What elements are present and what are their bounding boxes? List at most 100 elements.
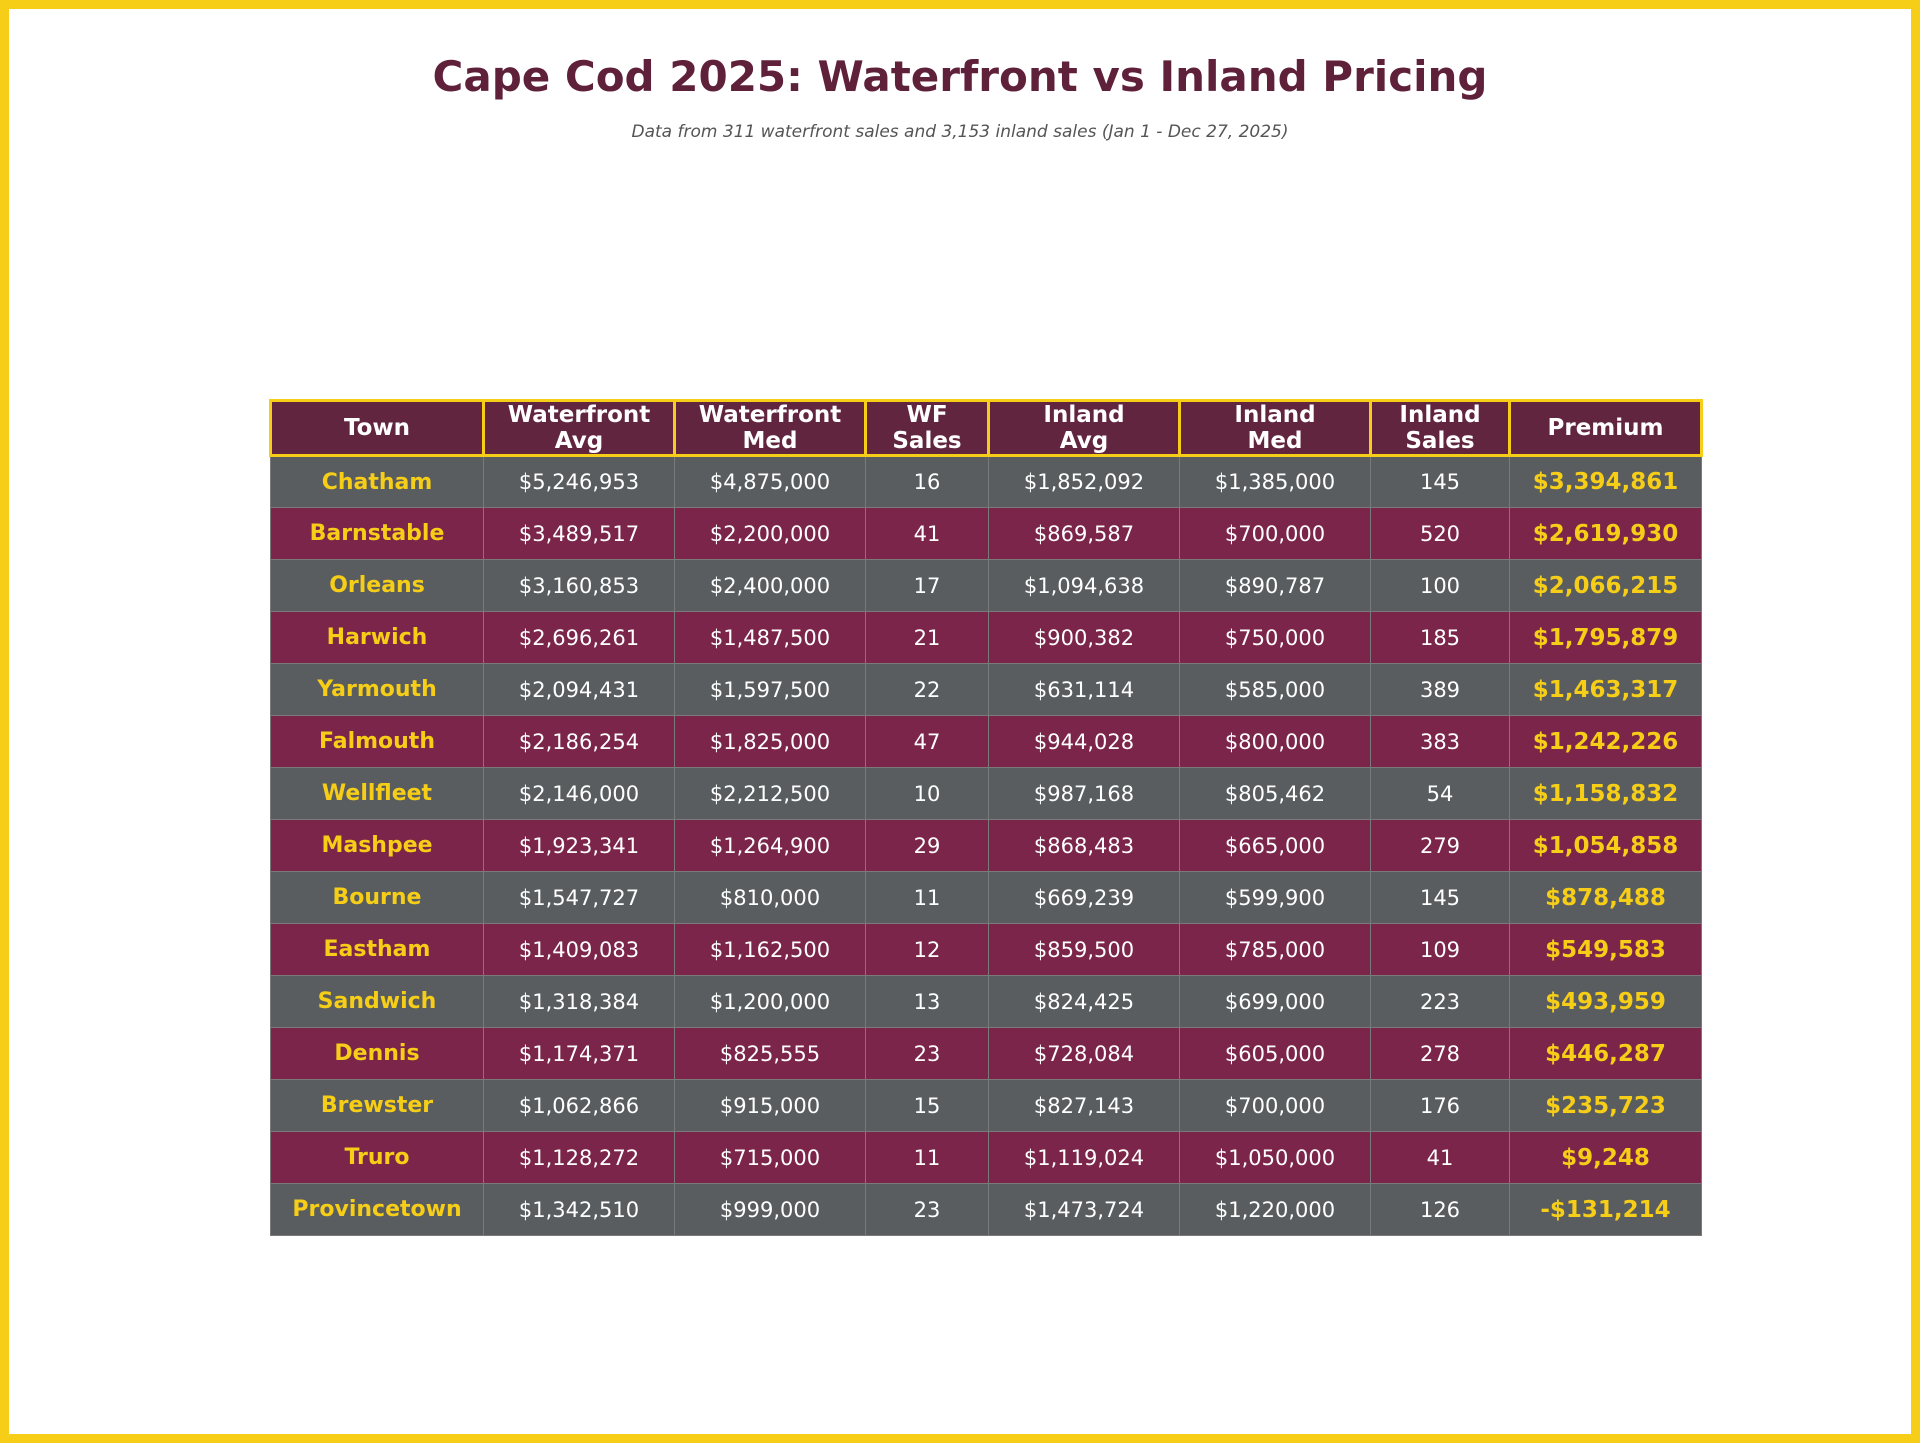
table-row: Provincetown $1,342,510 $999,000 23 $1,473,7… [270,1183,1702,1236]
cell-wf-sales: 23 [865,1027,989,1080]
cell-premium: $235,723 [1509,1079,1702,1132]
column-header-line: Town [343,415,411,441]
cell-inland-avg: $859,500 [988,923,1180,976]
cell-inland-med: $785,000 [1179,923,1371,976]
cell-waterfront-avg: $2,094,431 [483,663,675,716]
cell-waterfront-avg: $1,062,866 [483,1079,675,1132]
column-header-line: Inland [1399,402,1481,428]
table-row: Sandwich $1,318,384 $1,200,000 13 $824,425 $6… [270,975,1702,1028]
cell-waterfront-avg: $3,489,517 [483,507,675,560]
chart-title: Cape Cod 2025: Waterfront vs Inland Pric… [432,52,1488,101]
cell-waterfront-med: $1,162,500 [674,923,866,976]
cell-inland-sales: 278 [1370,1027,1510,1080]
table-row: Barnstable $3,489,517 $2,200,000 41 $869,587… [270,507,1702,560]
table-row: Truro $1,128,272 $715,000 11 $1,119,024 $1,05… [270,1131,1702,1184]
cell-waterfront-med: $2,200,000 [674,507,866,560]
chart-subtitle: Data from 311 waterfront sales and 3,153… [631,122,1289,142]
cell-wf-sales: 22 [865,663,989,716]
cell-town: Orleans [270,559,484,612]
column-header-line: WF [906,402,948,428]
cell-inland-med: $800,000 [1179,715,1371,768]
cell-inland-avg: $824,425 [988,975,1180,1028]
table-row: Orleans $3,160,853 $2,400,000 17 $1,094,638 $… [270,559,1702,612]
cell-inland-avg: $728,084 [988,1027,1180,1080]
cell-waterfront-avg: $2,186,254 [483,715,675,768]
cell-premium: $1,795,879 [1509,611,1702,664]
cell-waterfront-med: $1,597,500 [674,663,866,716]
cell-inland-avg: $631,114 [988,663,1180,716]
cell-premium: $2,066,215 [1509,559,1702,612]
cell-inland-avg: $987,168 [988,767,1180,820]
cell-premium: $1,242,226 [1509,715,1702,768]
cell-waterfront-med: $1,487,500 [674,611,866,664]
cell-inland-med: $585,000 [1179,663,1371,716]
cell-town: Sandwich [270,975,484,1028]
table-body: Chatham $5,246,953 $4,875,000 16 $1,852,092 $… [270,455,1702,1236]
cell-wf-sales: 12 [865,923,989,976]
cell-waterfront-med: $1,264,900 [674,819,866,872]
cell-waterfront-med: $825,555 [674,1027,866,1080]
cell-inland-med: $890,787 [1179,559,1371,612]
cell-waterfront-avg: $3,160,853 [483,559,675,612]
cell-waterfront-med: $2,400,000 [674,559,866,612]
cell-inland-avg: $827,143 [988,1079,1180,1132]
cell-inland-sales: 185 [1370,611,1510,664]
column-header-line: Sales [1405,428,1475,454]
column-header-line: Med [1247,428,1303,454]
cell-premium: $9,248 [1509,1131,1702,1184]
cell-inland-sales: 100 [1370,559,1510,612]
cell-waterfront-avg: $1,174,371 [483,1027,675,1080]
cell-inland-avg: $944,028 [988,715,1180,768]
table-row: Yarmouth $2,094,431 $1,597,500 22 $631,114 $5… [270,663,1702,716]
cell-premium: $2,619,930 [1509,507,1702,560]
cell-inland-avg: $1,119,024 [988,1131,1180,1184]
column-header-line: Waterfront [698,402,842,428]
cell-town: Falmouth [270,715,484,768]
cell-inland-avg: $1,473,724 [988,1183,1180,1236]
column-header-line: Sales [892,428,962,454]
pricing-table: Town Waterfront Avg Waterfront Med WF Sales Inl… [269,399,1703,1236]
table-row: Brewster $1,062,866 $915,000 15 $827,143 $700… [270,1079,1702,1132]
cell-inland-sales: 145 [1370,455,1510,508]
table-row: Falmouth $2,186,254 $1,825,000 47 $944,028 $8… [270,715,1702,768]
cell-town: Barnstable [270,507,484,560]
cell-waterfront-med: $2,212,500 [674,767,866,820]
cell-premium: $1,158,832 [1509,767,1702,820]
cell-waterfront-avg: $1,318,384 [483,975,675,1028]
cell-wf-sales: 11 [865,871,989,924]
cell-inland-med: $1,385,000 [1179,455,1371,508]
cell-wf-sales: 29 [865,819,989,872]
column-header-inland-sales: Inland Sales [1369,399,1511,457]
cell-inland-med: $700,000 [1179,507,1371,560]
column-header-line: Inland [1234,402,1316,428]
column-header-waterfront-avg: Waterfront Avg [482,399,676,457]
cell-inland-sales: 176 [1370,1079,1510,1132]
cell-inland-avg: $669,239 [988,871,1180,924]
cell-waterfront-avg: $1,128,272 [483,1131,675,1184]
cell-waterfront-avg: $2,696,261 [483,611,675,664]
cell-premium: $446,287 [1509,1027,1702,1080]
table-row: Mashpee $1,923,341 $1,264,900 29 $868,483 $66… [270,819,1702,872]
cell-town: Dennis [270,1027,484,1080]
cell-inland-med: $1,220,000 [1179,1183,1371,1236]
cell-wf-sales: 15 [865,1079,989,1132]
cell-wf-sales: 13 [865,975,989,1028]
table-header-row: Town Waterfront Avg Waterfront Med WF Sales Inl… [269,399,1703,457]
table-row: Wellfleet $2,146,000 $2,212,500 10 $987,168 $… [270,767,1702,820]
cell-town: Mashpee [270,819,484,872]
column-header-line: Inland [1043,402,1125,428]
cell-wf-sales: 11 [865,1131,989,1184]
cell-inland-sales: 41 [1370,1131,1510,1184]
cell-waterfront-med: $4,875,000 [674,455,866,508]
cell-waterfront-med: $715,000 [674,1131,866,1184]
cell-inland-sales: 145 [1370,871,1510,924]
cell-wf-sales: 21 [865,611,989,664]
column-header-waterfront-med: Waterfront Med [673,399,867,457]
column-header-town: Town [269,399,485,457]
cell-town: Brewster [270,1079,484,1132]
cell-premium: $878,488 [1509,871,1702,924]
table-row: Chatham $5,246,953 $4,875,000 16 $1,852,092 $… [270,455,1702,508]
cell-waterfront-avg: $5,246,953 [483,455,675,508]
cell-wf-sales: 41 [865,507,989,560]
column-header-premium: Premium [1508,399,1703,457]
